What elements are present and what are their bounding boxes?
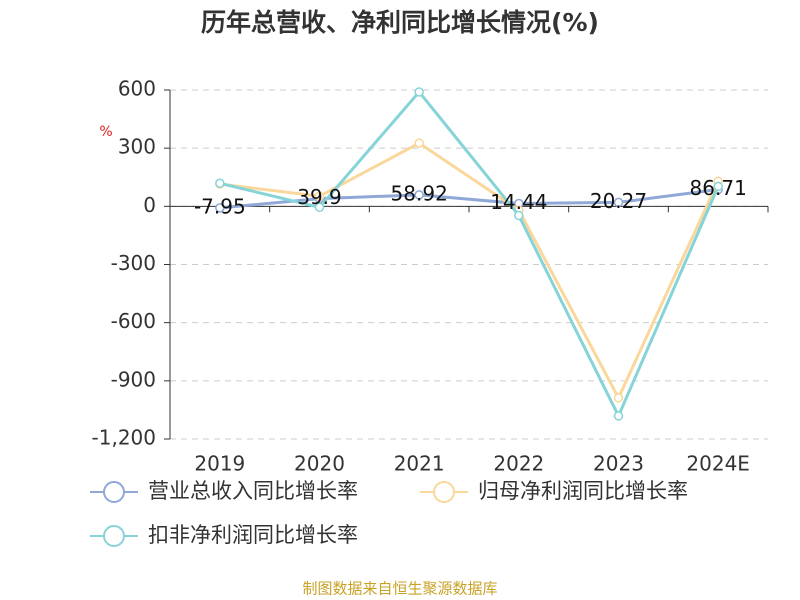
y-tick-label: 0 xyxy=(143,193,156,217)
point xyxy=(414,138,424,148)
x-tick-label: 2024E xyxy=(686,452,750,476)
point xyxy=(414,87,424,97)
y-tick-label: -600 xyxy=(111,309,156,333)
x-tick-label: 2021 xyxy=(394,452,445,476)
x-tick-label: 2020 xyxy=(294,452,345,476)
legend-label: 扣非净利润同比增长率 xyxy=(148,523,358,547)
point xyxy=(613,393,624,403)
source-note: 制图数据来自恒生聚源数据库 xyxy=(302,580,497,598)
legend-marker xyxy=(103,525,125,547)
data-label: 86.71 xyxy=(690,176,747,200)
y-tick-label: -300 xyxy=(111,251,156,275)
point xyxy=(314,202,325,213)
point xyxy=(215,178,225,189)
data-label: -7.95 xyxy=(194,194,246,218)
series-line xyxy=(219,188,719,210)
legend-marker xyxy=(433,481,455,503)
data-label: 39.9 xyxy=(297,185,342,209)
x-tick-label: 2019 xyxy=(194,452,245,476)
series-line xyxy=(219,141,720,402)
data-label: 58.92 xyxy=(391,181,448,205)
chart-title: 历年总营收、净利同比增长情况(%) xyxy=(201,8,599,37)
point xyxy=(414,190,424,200)
y-tick-label: 600 xyxy=(118,77,156,101)
legend-label: 归母净利润同比增长率 xyxy=(478,479,688,503)
point xyxy=(613,411,624,421)
x-tick-label: 2023 xyxy=(593,452,644,476)
y-tick-label: -1,200 xyxy=(92,426,156,450)
point xyxy=(314,191,325,202)
y-tick-label: -900 xyxy=(111,367,156,391)
point xyxy=(215,203,225,213)
point xyxy=(713,181,723,192)
y-tick-label: 300 xyxy=(118,135,156,159)
x-tick-label: 2022 xyxy=(493,452,544,476)
point xyxy=(514,210,524,221)
data-label: 20.27 xyxy=(590,189,647,213)
legend-label: 营业总收入同比增长率 xyxy=(148,479,358,503)
y-axis-label: % xyxy=(99,124,112,140)
series-line xyxy=(219,89,720,420)
legend-marker xyxy=(103,481,125,503)
data-label: 14.44 xyxy=(490,190,547,214)
point xyxy=(613,197,624,208)
